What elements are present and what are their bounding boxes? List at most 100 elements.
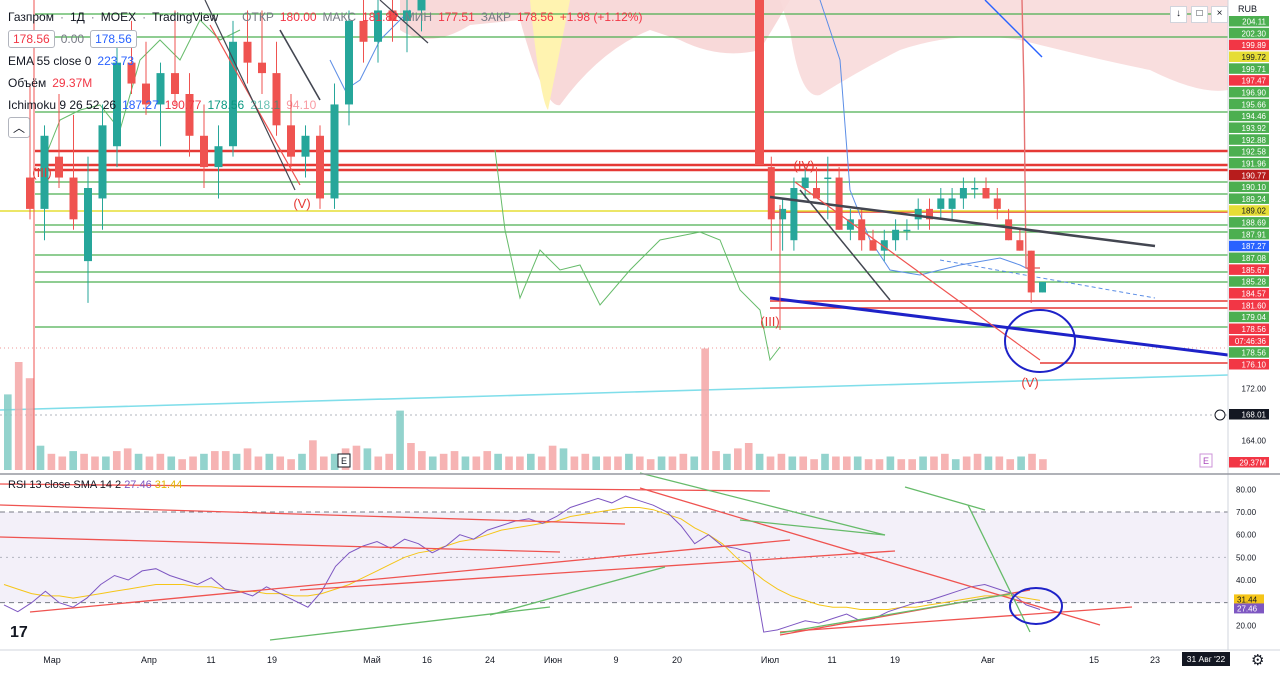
price-axis-badge[interactable] xyxy=(1229,359,1269,370)
candle[interactable] xyxy=(171,10,179,105)
candle[interactable] xyxy=(330,83,339,209)
candle[interactable] xyxy=(84,156,92,303)
legend-volume-row[interactable]: Объём 29.37M xyxy=(8,72,642,94)
price-axis-badge[interactable] xyxy=(1229,299,1269,311)
rsi-trendline[interactable] xyxy=(639,487,1101,626)
close-pane-icon[interactable]: × xyxy=(1211,6,1228,23)
price-axis-badge[interactable] xyxy=(1229,146,1269,157)
price-axis-badge[interactable] xyxy=(1229,335,1269,346)
price-axis-badge[interactable] xyxy=(1229,98,1269,110)
candle[interactable] xyxy=(813,167,820,199)
candle[interactable] xyxy=(359,0,368,63)
price-axis-badge[interactable] xyxy=(1229,217,1269,228)
price-axis[interactable]: 80.0070.0060.0050.0040.0030.0020.0031.44… xyxy=(0,0,1280,650)
price-axis-badge[interactable] xyxy=(1229,276,1269,287)
add-level-icon[interactable] xyxy=(1214,409,1226,421)
price-axis-badge[interactable] xyxy=(1229,323,1269,335)
symbol-name[interactable]: Газпром xyxy=(8,10,54,24)
time-axis[interactable]: Мар Апр 11 19 Май 16 24 Июн 9 20 Июл 11 19 Авг 15 23 31 … xyxy=(0,649,1280,666)
rsi-trendline[interactable] xyxy=(269,606,551,641)
interval-label[interactable]: 1Д xyxy=(69,10,85,24)
candle[interactable] xyxy=(301,125,310,178)
candle[interactable] xyxy=(948,188,956,220)
candle[interactable] xyxy=(272,41,281,136)
rsi-legend[interactable]: RSI 13 close SMA 14 2 27.46 31.44 xyxy=(8,479,182,491)
candle[interactable] xyxy=(40,125,49,241)
candle[interactable] xyxy=(993,188,1001,220)
candle[interactable] xyxy=(374,0,382,63)
rsi-trendline[interactable] xyxy=(299,550,896,591)
candle[interactable] xyxy=(55,94,63,188)
bid-button[interactable]: 178.56 xyxy=(8,30,55,48)
candle[interactable] xyxy=(417,0,426,32)
candle[interactable] xyxy=(959,177,967,209)
trendline-dark[interactable] xyxy=(204,0,296,191)
arrow-down-icon[interactable]: ↓ xyxy=(1170,6,1187,23)
rsi-trendline[interactable] xyxy=(779,593,1011,634)
price-axis-badge[interactable] xyxy=(1229,51,1269,62)
candle[interactable] xyxy=(200,104,208,188)
wave-label[interactable]: (V) xyxy=(1021,375,1038,390)
candle[interactable] xyxy=(903,219,911,241)
price-axis-badge[interactable] xyxy=(1229,264,1269,275)
rsi-trendline[interactable] xyxy=(779,606,1133,633)
candle[interactable] xyxy=(69,114,78,230)
legend-ichimoku-row[interactable]: Ichimoku 9 26 52 26 187.27 190.77 178.56… xyxy=(8,94,642,116)
time-cursor-badge[interactable] xyxy=(1182,652,1230,666)
rsi-trendline[interactable] xyxy=(904,486,986,511)
trendline-red[interactable] xyxy=(794,181,1041,361)
highlight-circle[interactable] xyxy=(1004,309,1076,373)
price-axis-badge[interactable] xyxy=(1229,240,1269,252)
candle[interactable] xyxy=(243,10,252,84)
price-axis-badge[interactable] xyxy=(1229,157,1269,169)
rsi-trendline[interactable] xyxy=(639,472,886,536)
wave-label[interactable]: (V) xyxy=(293,196,310,211)
trendline-dark[interactable] xyxy=(799,189,891,301)
price-axis-badge[interactable] xyxy=(1229,16,1269,27)
price-axis-badge[interactable] xyxy=(1229,122,1269,133)
collapse-legend-icon[interactable]: ︿ xyxy=(8,116,31,138)
price-axis-badge[interactable] xyxy=(1229,193,1269,204)
candle[interactable] xyxy=(892,219,900,251)
candle[interactable] xyxy=(1016,229,1024,251)
candle[interactable] xyxy=(214,125,223,199)
wave-label[interactable]: (III) xyxy=(32,165,52,180)
candle[interactable] xyxy=(229,20,237,157)
price-axis-badge[interactable] xyxy=(1229,288,1269,299)
candle[interactable] xyxy=(926,198,933,230)
price-axis-badge[interactable] xyxy=(1229,63,1269,74)
trendline-dark[interactable] xyxy=(279,29,321,101)
earnings-marker[interactable] xyxy=(337,453,351,468)
candle[interactable] xyxy=(142,41,150,115)
candle[interactable] xyxy=(26,83,34,220)
candle[interactable] xyxy=(846,208,854,241)
candle[interactable] xyxy=(98,104,107,230)
candle-body[interactable] xyxy=(755,0,764,165)
candle[interactable] xyxy=(1027,250,1035,303)
rsi-trendline[interactable] xyxy=(0,483,771,492)
maximize-icon[interactable]: □ xyxy=(1191,6,1208,23)
candle[interactable] xyxy=(767,156,775,251)
trendline-dark[interactable] xyxy=(379,0,429,44)
price-axis-badge[interactable] xyxy=(1229,228,1269,240)
rsi-pane[interactable] xyxy=(0,472,1228,641)
earnings-marker[interactable] xyxy=(1199,453,1213,468)
price-axis-badge[interactable] xyxy=(1229,169,1269,181)
price-axis-badge[interactable] xyxy=(1229,39,1269,51)
trendline-blue[interactable] xyxy=(984,0,1043,58)
rsi-trendline[interactable] xyxy=(0,536,561,553)
candle[interactable] xyxy=(316,125,324,209)
price-axis-badge[interactable] xyxy=(1229,75,1269,86)
price-axis-badge[interactable] xyxy=(1229,181,1269,193)
highlight-circle[interactable] xyxy=(1009,587,1063,625)
candle[interactable] xyxy=(403,0,411,53)
trendline-resistance[interactable] xyxy=(769,195,1156,248)
wave-label[interactable]: (III) xyxy=(760,314,780,329)
price-axis-badge[interactable] xyxy=(1229,110,1269,122)
rsi-trendline[interactable] xyxy=(489,566,666,616)
rsi-trendline[interactable] xyxy=(967,504,1031,633)
candle[interactable] xyxy=(937,188,945,220)
candle[interactable] xyxy=(914,198,922,230)
candle[interactable] xyxy=(824,156,832,220)
